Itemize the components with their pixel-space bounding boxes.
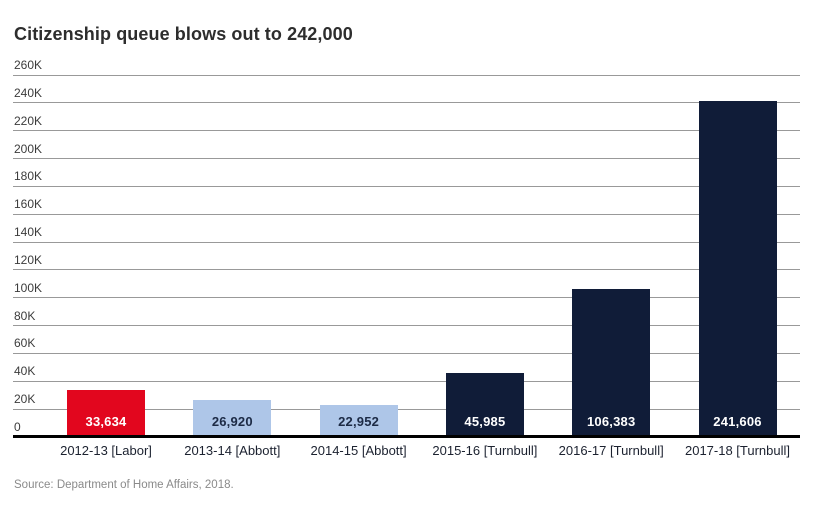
gridline-220K <box>13 130 800 132</box>
gridline-120K <box>13 269 800 271</box>
bar-2016-17 <box>572 288 651 437</box>
gridline-260K <box>13 74 800 76</box>
gridline-20K <box>13 408 800 410</box>
bar-value-label: 33,634 <box>85 414 127 429</box>
y-axis-tick-label: 200K <box>14 141 43 156</box>
bar-value-label: 106,383 <box>586 414 636 429</box>
y-axis-tick-label: 140K <box>14 225 43 240</box>
bar-value-label: 22,952 <box>338 414 380 429</box>
gridline-240K <box>13 102 800 104</box>
bar-value-label: 241,606 <box>713 414 762 429</box>
bar-2014-15 <box>319 405 398 437</box>
y-axis-tick-label: 220K <box>14 113 43 128</box>
y-axis-tick-label: 120K <box>14 252 43 267</box>
gridline-80K <box>13 325 800 327</box>
y-axis-tick-label: 40K <box>14 364 36 379</box>
chart-title: Citizenship queue blows out to 242,000 <box>14 24 353 44</box>
gridline-180K <box>13 185 800 187</box>
y-axis-tick-label: 80K <box>14 308 36 323</box>
bar-2012-13 <box>67 390 145 437</box>
x-axis-category-label: 2013-14 [Abbott] <box>184 443 281 458</box>
bar-value-label: 26,920 <box>211 414 253 429</box>
x-axis-line <box>13 435 800 438</box>
x-axis-category-label: 2012-13 [Labor] <box>60 443 152 458</box>
y-axis-tick-label: 20K <box>14 392 36 407</box>
y-axis-tick-label: 100K <box>14 280 43 295</box>
gridline-40K <box>13 380 800 382</box>
x-axis-category-label: 2014-15 [Abbott] <box>310 443 407 458</box>
bar-2013-14 <box>193 399 272 437</box>
bar-2017-18 <box>698 100 777 437</box>
x-axis-category-label: 2016-17 [Turnbull] <box>558 443 664 458</box>
gridline-140K <box>13 241 800 243</box>
x-axis-category-label: 2017-18 [Turnbull] <box>684 443 791 458</box>
bar-value-label: 45,985 <box>464 414 506 429</box>
source-note: Source: Department of Home Affairs, 2018… <box>14 479 234 491</box>
y-axis-tick-label: 180K <box>14 169 43 184</box>
y-axis-tick-label: 260K <box>14 58 43 72</box>
y-axis-tick-label: 160K <box>14 197 43 212</box>
gridline-200K <box>13 158 800 160</box>
y-axis-tick-label: 240K <box>14 85 43 100</box>
x-axis-category-label: 2015-16 [Turnbull] <box>432 443 538 458</box>
y-axis-tick-label: 60K <box>14 336 36 351</box>
bar-2015-16 <box>445 372 524 437</box>
gridline-60K <box>13 352 800 354</box>
gridline-100K <box>13 297 800 299</box>
gridline-160K <box>13 213 800 215</box>
y-axis-tick-label: 0 <box>14 420 21 434</box>
